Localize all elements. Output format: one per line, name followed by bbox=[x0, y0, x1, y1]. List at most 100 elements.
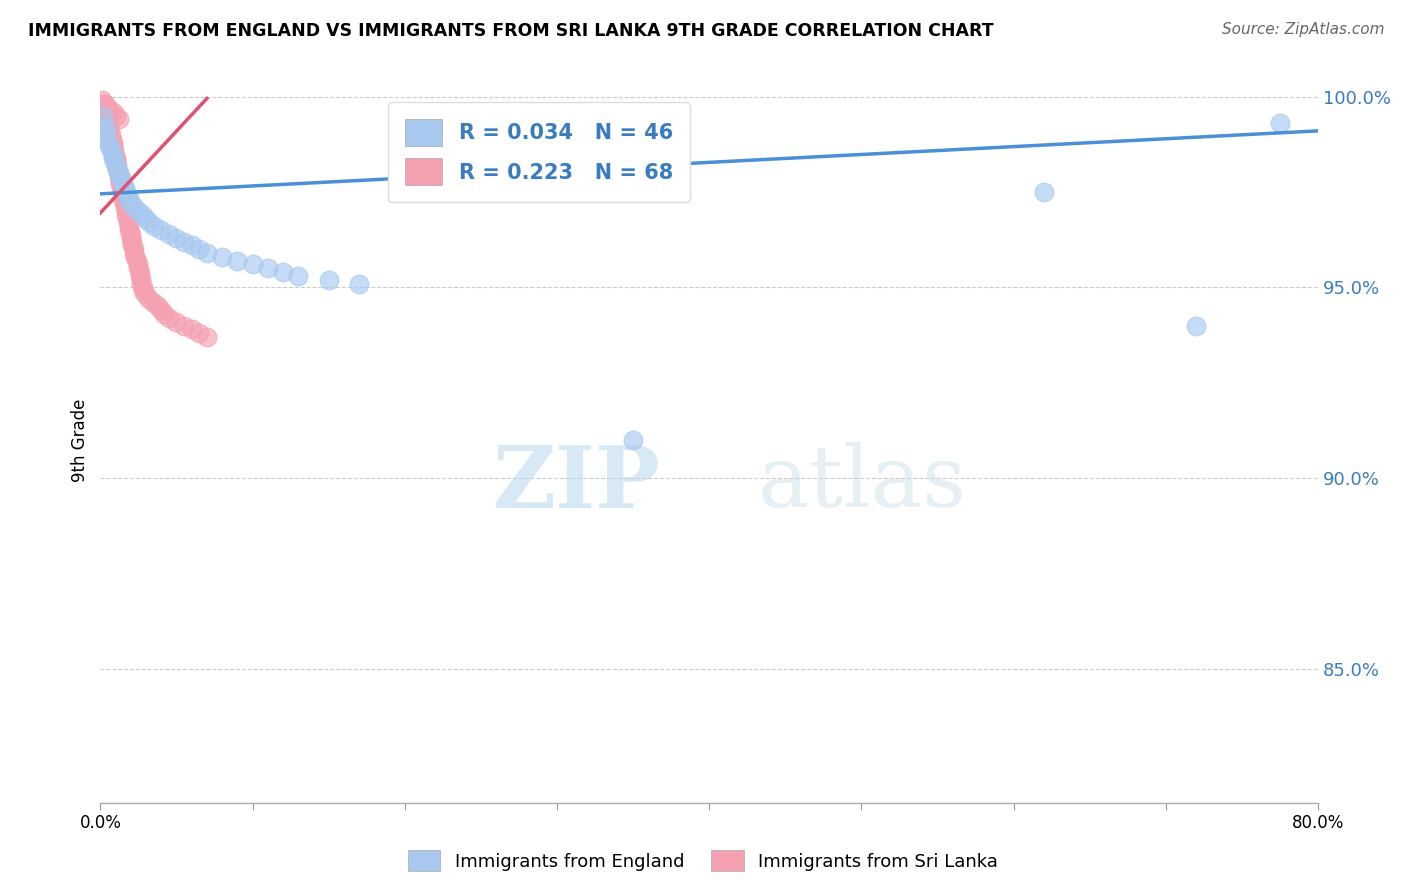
Point bbox=[180, 322, 202, 336]
Point bbox=[97, 136, 120, 150]
Point bbox=[103, 143, 125, 157]
Y-axis label: 9th Grade: 9th Grade bbox=[72, 399, 89, 482]
Point bbox=[122, 242, 145, 256]
Point bbox=[120, 231, 142, 245]
Point bbox=[180, 238, 202, 252]
Point bbox=[93, 97, 115, 112]
Point bbox=[150, 303, 173, 318]
Point bbox=[127, 261, 149, 276]
Point bbox=[188, 242, 211, 256]
Point bbox=[112, 188, 135, 202]
Point bbox=[108, 169, 131, 184]
Point bbox=[226, 253, 249, 268]
Point bbox=[135, 211, 157, 226]
Point bbox=[138, 292, 160, 306]
Point bbox=[97, 101, 120, 115]
Point bbox=[138, 215, 160, 229]
Point bbox=[105, 162, 128, 177]
Text: ZIP: ZIP bbox=[492, 442, 661, 525]
Point bbox=[96, 104, 118, 119]
Point bbox=[103, 146, 125, 161]
Point bbox=[112, 178, 135, 192]
Point bbox=[107, 112, 129, 127]
Point bbox=[104, 109, 127, 123]
Point bbox=[104, 151, 127, 165]
Point bbox=[114, 196, 136, 211]
Point bbox=[96, 124, 118, 138]
Point bbox=[132, 208, 155, 222]
Point bbox=[97, 112, 120, 127]
Point bbox=[195, 330, 218, 344]
Point bbox=[90, 93, 112, 107]
Point bbox=[150, 223, 173, 237]
Point bbox=[100, 128, 122, 142]
Point bbox=[131, 277, 153, 291]
Point bbox=[115, 185, 138, 199]
Point bbox=[101, 151, 124, 165]
Point bbox=[98, 124, 121, 138]
Point bbox=[173, 235, 195, 249]
Point bbox=[108, 173, 131, 187]
Point bbox=[287, 268, 309, 283]
Point bbox=[347, 277, 370, 291]
Legend: R = 0.034   N = 46, R = 0.223   N = 68: R = 0.034 N = 46, R = 0.223 N = 68 bbox=[388, 103, 689, 202]
Point bbox=[157, 227, 180, 241]
Point bbox=[271, 265, 294, 279]
Point bbox=[117, 211, 139, 226]
Point bbox=[132, 284, 155, 298]
Point bbox=[127, 257, 149, 271]
Text: Source: ZipAtlas.com: Source: ZipAtlas.com bbox=[1222, 22, 1385, 37]
Point bbox=[166, 315, 188, 329]
Point bbox=[111, 181, 134, 195]
Point bbox=[104, 154, 127, 169]
Point bbox=[256, 261, 278, 276]
Point bbox=[121, 235, 143, 249]
Point bbox=[157, 310, 180, 325]
Point bbox=[101, 139, 124, 153]
Point bbox=[94, 120, 117, 134]
Point bbox=[96, 109, 118, 123]
Point bbox=[195, 246, 218, 260]
Point bbox=[111, 173, 134, 187]
Text: IMMIGRANTS FROM ENGLAND VS IMMIGRANTS FROM SRI LANKA 9TH GRADE CORRELATION CHART: IMMIGRANTS FROM ENGLAND VS IMMIGRANTS FR… bbox=[28, 22, 994, 40]
Text: atlas: atlas bbox=[758, 442, 967, 525]
Point bbox=[1185, 318, 1208, 333]
Point bbox=[318, 273, 340, 287]
Point bbox=[125, 253, 148, 268]
Point bbox=[124, 250, 146, 264]
Point bbox=[105, 162, 128, 177]
Point bbox=[108, 178, 131, 192]
Point bbox=[114, 181, 136, 195]
Point bbox=[90, 128, 112, 142]
Point bbox=[112, 193, 135, 207]
Point bbox=[117, 215, 139, 229]
Point bbox=[101, 104, 124, 119]
Point bbox=[129, 265, 152, 279]
Point bbox=[94, 101, 117, 115]
Point bbox=[173, 318, 195, 333]
Point bbox=[142, 295, 165, 310]
Point bbox=[93, 109, 115, 123]
Point bbox=[101, 136, 124, 150]
Point bbox=[98, 120, 121, 134]
Point bbox=[129, 268, 152, 283]
Point bbox=[103, 154, 125, 169]
Point bbox=[117, 188, 139, 202]
Point bbox=[1033, 185, 1056, 199]
Point bbox=[211, 250, 233, 264]
Point bbox=[131, 273, 153, 287]
Point bbox=[107, 166, 129, 180]
Point bbox=[621, 433, 644, 447]
Point bbox=[115, 208, 138, 222]
Point bbox=[101, 146, 124, 161]
Point bbox=[132, 280, 155, 294]
Legend: Immigrants from England, Immigrants from Sri Lanka: Immigrants from England, Immigrants from… bbox=[401, 843, 1005, 879]
Point bbox=[1268, 116, 1291, 130]
Point bbox=[97, 116, 120, 130]
Point bbox=[242, 257, 264, 271]
Point bbox=[188, 326, 211, 340]
Point bbox=[100, 131, 122, 145]
Point bbox=[100, 143, 122, 157]
Point bbox=[142, 219, 165, 234]
Point bbox=[153, 307, 176, 321]
